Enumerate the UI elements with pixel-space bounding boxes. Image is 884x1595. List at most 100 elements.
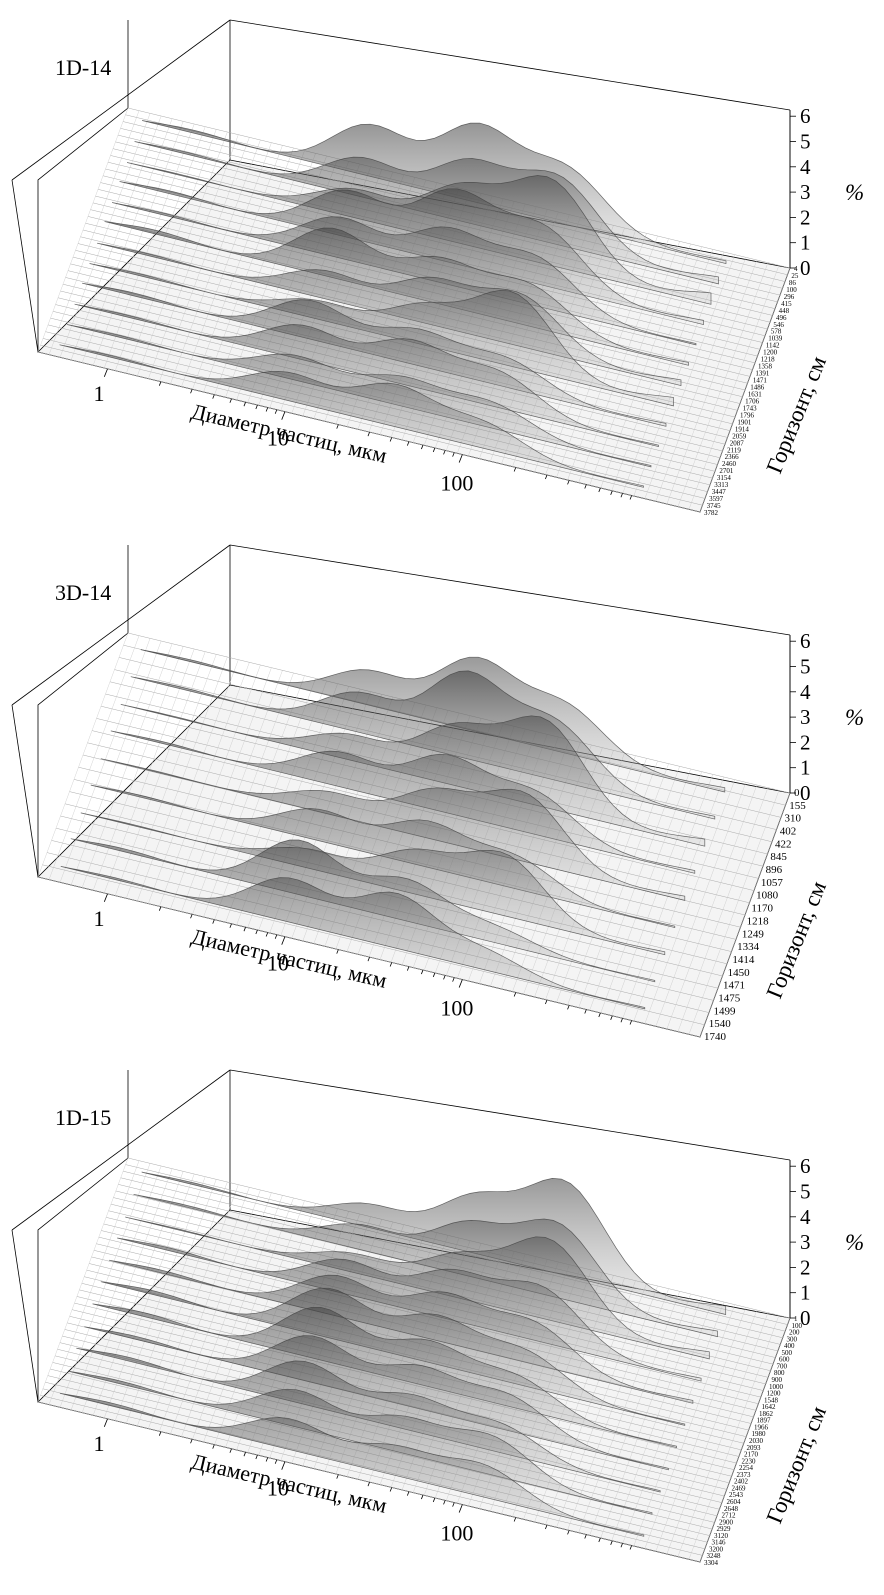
floor-col-line bbox=[159, 137, 250, 382]
horizon-label: 1200 bbox=[767, 1390, 782, 1398]
x-minor-tick bbox=[389, 962, 393, 967]
horizon-label: 402 bbox=[780, 826, 797, 838]
x-minor-tick bbox=[584, 1009, 587, 1014]
horizon-label: 1142 bbox=[766, 342, 780, 350]
floor-col-line bbox=[203, 147, 294, 393]
floor-col-line bbox=[655, 1307, 747, 1552]
z-tick-label: 1 bbox=[800, 231, 811, 255]
x-minor-tick bbox=[229, 398, 232, 403]
floor-col-line bbox=[81, 118, 173, 363]
floor-col-line bbox=[688, 1315, 780, 1560]
floor-col-line bbox=[148, 659, 239, 904]
floor-col-line bbox=[666, 1309, 758, 1555]
x-minor-tick bbox=[432, 447, 436, 453]
x-minor-tick bbox=[598, 1012, 601, 1018]
z-tick-label: 5 bbox=[800, 130, 811, 154]
horizon-label: 896 bbox=[766, 864, 783, 876]
x-tick-label: 100 bbox=[440, 996, 473, 1021]
top-back-edge bbox=[229, 544, 791, 636]
horizon-label: 900 bbox=[772, 1376, 783, 1384]
floor-col-line bbox=[137, 131, 228, 377]
floor-col-line bbox=[92, 121, 184, 366]
floor-col-line bbox=[70, 115, 162, 361]
x-minor-tick bbox=[243, 927, 246, 932]
floor-col-line bbox=[92, 646, 184, 891]
floor-col-line bbox=[115, 1176, 206, 1421]
x-minor-tick bbox=[545, 999, 548, 1005]
floor-col-line bbox=[214, 675, 305, 920]
floor-col-line bbox=[115, 126, 206, 371]
surface-curve bbox=[60, 866, 646, 1010]
x-minor-tick bbox=[212, 1444, 215, 1449]
horizon-label: 1862 bbox=[759, 1410, 774, 1418]
x-minor-tick bbox=[513, 992, 517, 997]
horizon-label: 2170 bbox=[744, 1451, 759, 1459]
floor-col-line bbox=[92, 1171, 184, 1416]
horizon-label: 1414 bbox=[732, 954, 755, 966]
z-axis-label: % bbox=[845, 1230, 864, 1255]
surface-curve bbox=[110, 730, 696, 874]
y-axis-label: Горизонт, см bbox=[761, 1402, 831, 1527]
chart-title: 1D-15 bbox=[55, 1105, 111, 1130]
horizon-label: 2254 bbox=[739, 1464, 754, 1472]
floor-col-line bbox=[225, 678, 316, 923]
floor-col-line bbox=[48, 110, 140, 355]
floor-col-line bbox=[170, 1189, 261, 1435]
x-tick-label: 1 bbox=[94, 906, 105, 931]
x-minor-tick bbox=[545, 1524, 548, 1530]
x-minor-tick bbox=[567, 1005, 570, 1010]
x-minor-tick bbox=[281, 1461, 286, 1470]
z-tick-label: 2 bbox=[800, 1255, 811, 1279]
floor-col-line bbox=[578, 238, 669, 483]
horizon-label: 1631 bbox=[748, 390, 763, 398]
z-tick-label: 5 bbox=[800, 655, 811, 679]
horizon-label: 600 bbox=[779, 1356, 790, 1364]
z-tick-label: 6 bbox=[800, 104, 811, 128]
floor-col-line bbox=[611, 246, 702, 491]
floor-col-line bbox=[126, 654, 217, 899]
horizon-label: 496 bbox=[776, 314, 787, 322]
floor-col-line bbox=[170, 664, 261, 910]
x-minor-tick bbox=[421, 1494, 424, 1500]
top-left-edge bbox=[11, 19, 231, 181]
horizon-label: 1039 bbox=[768, 335, 783, 343]
floor-col-line bbox=[644, 254, 736, 499]
floor-col-line bbox=[567, 235, 658, 481]
x-minor-tick bbox=[190, 914, 193, 919]
front-left-edge bbox=[11, 704, 39, 878]
horizon-label: 2712 bbox=[722, 1512, 737, 1520]
x-minor-tick bbox=[406, 1491, 410, 1496]
x-minor-tick bbox=[567, 480, 570, 485]
floor-col-line bbox=[699, 1317, 791, 1563]
x-minor-tick bbox=[274, 409, 278, 414]
x-minor-tick bbox=[406, 441, 410, 446]
horizon-label: 1914 bbox=[735, 425, 750, 433]
x-minor-tick bbox=[610, 1540, 613, 1545]
z-tick-label: 4 bbox=[800, 1205, 811, 1229]
z-axis-label: % bbox=[845, 705, 864, 730]
horizon-label: 86 bbox=[789, 279, 797, 287]
horizon-label: 2648 bbox=[724, 1505, 739, 1513]
x-minor-tick bbox=[432, 1497, 436, 1503]
z-tick-label: 3 bbox=[800, 180, 811, 204]
floor-col-line bbox=[126, 129, 217, 374]
horizon-label: 1000 bbox=[769, 1383, 784, 1391]
x-minor-tick bbox=[265, 932, 269, 937]
horizon-label: 3248 bbox=[707, 1552, 722, 1560]
floor-col-line bbox=[81, 643, 173, 888]
x-minor-tick bbox=[458, 979, 463, 988]
z-tick-label: 2 bbox=[800, 730, 811, 754]
front-left-edge bbox=[11, 179, 39, 353]
horizon-label: 1740 bbox=[704, 1031, 727, 1043]
x-minor-tick bbox=[432, 972, 436, 978]
x-minor-tick bbox=[158, 381, 162, 386]
x-minor-tick bbox=[103, 893, 108, 902]
floor-col-line bbox=[655, 782, 747, 1027]
x-minor-tick bbox=[255, 404, 258, 410]
floor-col-line bbox=[677, 262, 769, 507]
floor-col-line bbox=[192, 1195, 283, 1440]
horizon-label: 1486 bbox=[750, 384, 765, 392]
